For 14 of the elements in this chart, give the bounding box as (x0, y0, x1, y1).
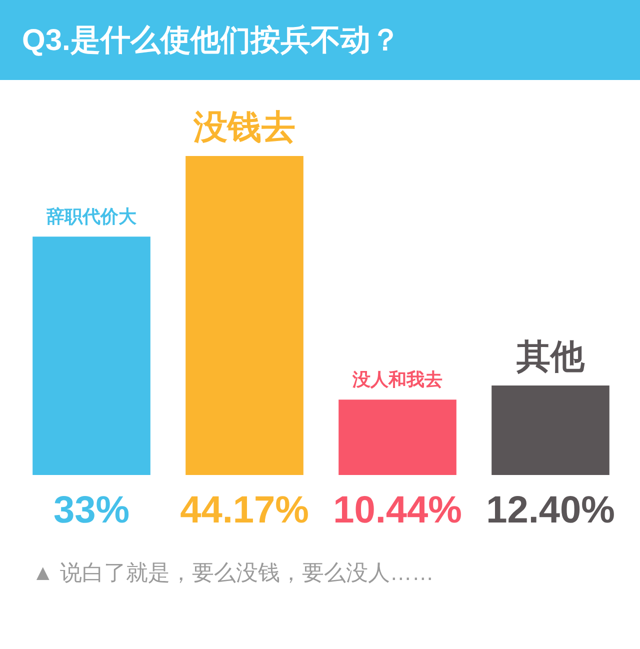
x-tick-label: 其他 (516, 338, 586, 376)
chart-title: Q3.是什么使他们按兵不动？ (22, 22, 400, 58)
x-tick-label: 没钱去 (192, 108, 296, 146)
text: ▲ 说白了就是，要么没钱，要么没人…… (31, 559, 435, 587)
x-tick-label: 辞职代价大 (46, 206, 138, 227)
x-tick-label: 没人和我去 (352, 370, 442, 390)
data-label: 44.17% (180, 489, 309, 532)
data-label: 12.40% (486, 489, 615, 532)
bar (492, 385, 610, 475)
data-label: 10.44% (333, 489, 462, 532)
data-label: 33% (53, 489, 130, 532)
bar (32, 236, 150, 475)
bar (338, 400, 456, 475)
bar (186, 156, 304, 475)
